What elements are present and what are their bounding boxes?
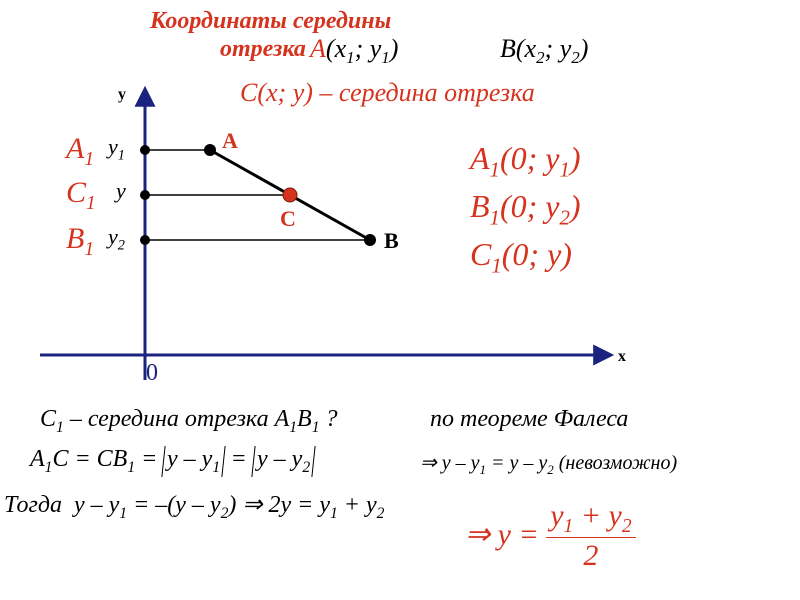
ylabel-C1: C1 xyxy=(66,176,96,215)
y-axis-label: y xyxy=(118,86,126,104)
ylabel-B1: B1 xyxy=(66,222,94,261)
ptlabel-B: B xyxy=(384,228,399,254)
origin-label: 0 xyxy=(146,360,158,387)
ptlabel-A: A xyxy=(222,128,238,154)
page-title-2: отрезка xyxy=(220,36,306,63)
formula-B: B(x2; y2) xyxy=(500,34,588,68)
point-c xyxy=(283,188,297,202)
final: ⇒ y = y1 + y2 2 xyxy=(465,500,636,574)
ytick-y1: y1 xyxy=(108,134,125,164)
point-b xyxy=(364,234,376,246)
impl1: ⇒ y – y1 = y – y2 (невозможно) xyxy=(420,450,677,478)
ptlabel-C: C xyxy=(280,206,296,232)
thales-text: по теореме Фалеса xyxy=(430,406,628,433)
question-C1: C1 – середина отрезка A1B1 ? xyxy=(40,406,338,437)
eq1: A1C = CB1 = y – y1 = y – y2 xyxy=(30,446,314,477)
tick-y1 xyxy=(140,145,150,155)
proj-B1: B1(0; y2) xyxy=(470,188,581,230)
formula-A: A(x1; y1) xyxy=(310,34,398,68)
proj-C1: C1(0; y) xyxy=(470,236,572,278)
x-axis-label: x xyxy=(618,348,626,366)
tick-yc xyxy=(140,190,150,200)
ytick-y: y xyxy=(116,178,126,204)
line3: Тогда y – y1 = –(y – y2) ⇒ 2y = y1 + y2 xyxy=(4,490,384,523)
ylabel-A1: A1 xyxy=(66,132,94,171)
ytick-y2: y2 xyxy=(108,224,125,254)
page-title-1: Координаты середины xyxy=(150,8,391,35)
proj-A1: A1(0; y1) xyxy=(470,140,581,182)
tick-y2 xyxy=(140,235,150,245)
formula-C-midpoint: C(x; y) – середина отрезка xyxy=(240,78,535,108)
point-a xyxy=(204,144,216,156)
